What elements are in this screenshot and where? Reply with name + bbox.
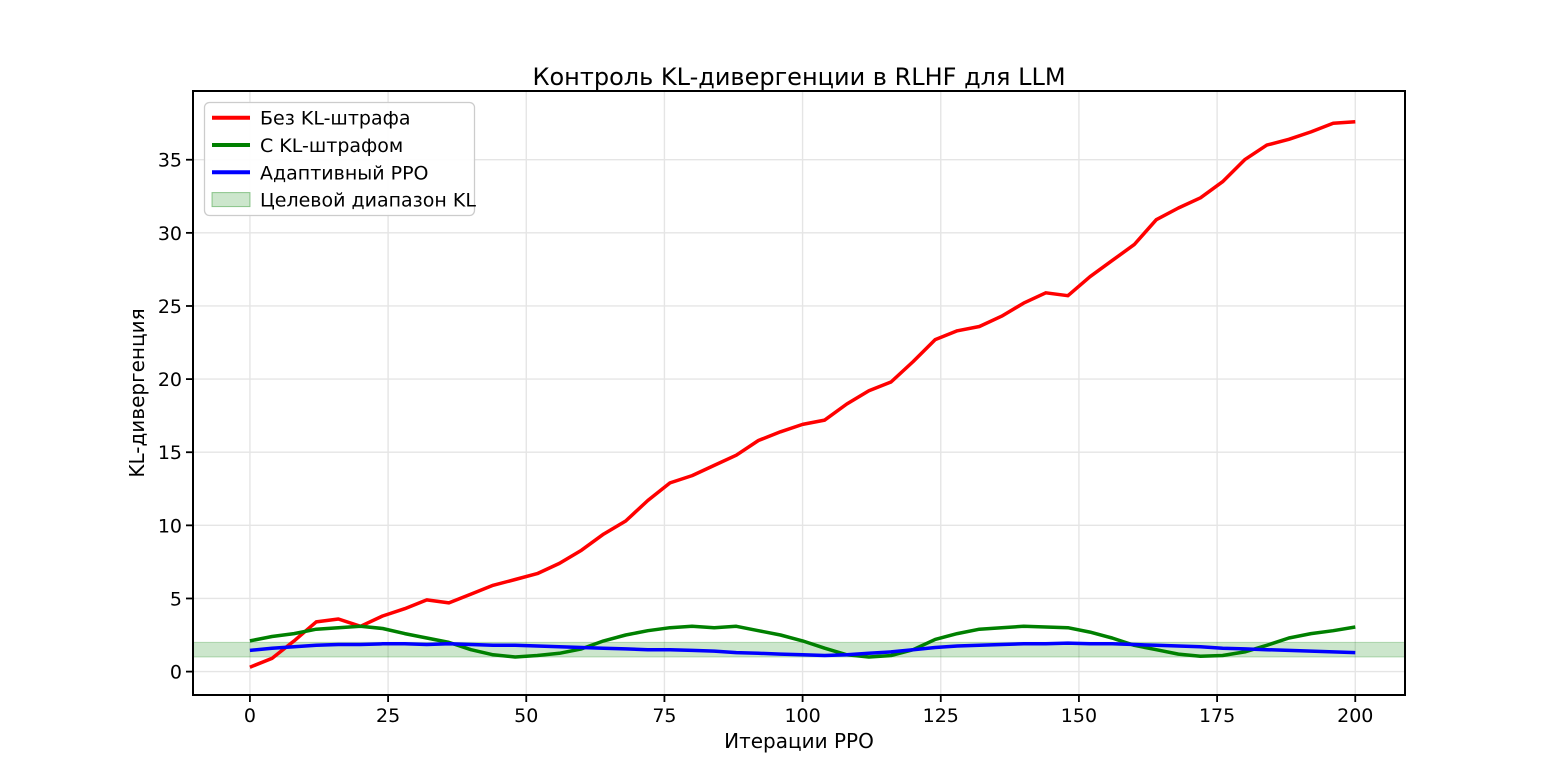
x-tick-label-100: 100 bbox=[784, 705, 820, 727]
axis-tick-layer: 0 25 50 75 100 125 150 175 200 0 5 10 15 20 25 30 35 bbox=[158, 150, 1374, 727]
legend-label-band: Целевой диапазон KL bbox=[260, 190, 476, 212]
x-tick-label-50: 50 bbox=[514, 705, 538, 727]
x-tick-label-125: 125 bbox=[923, 705, 959, 727]
y-tick-label-0: 0 bbox=[170, 662, 182, 684]
x-tick-label-75: 75 bbox=[652, 705, 676, 727]
legend-label-2: Адаптивный PPO bbox=[260, 162, 429, 184]
x-tick-label-25: 25 bbox=[376, 705, 400, 727]
legend-band-sample bbox=[211, 192, 251, 208]
x-tick-label-0: 0 bbox=[244, 705, 256, 727]
series-line-0 bbox=[249, 119, 1356, 669]
y-tick-label-20: 20 bbox=[158, 369, 182, 391]
x-tick-label-175: 175 bbox=[1199, 705, 1235, 727]
y-tick-label-35: 35 bbox=[158, 150, 182, 172]
y-tick-label-15: 15 bbox=[158, 442, 182, 464]
legend-box bbox=[203, 101, 476, 217]
series-layer bbox=[249, 119, 1356, 669]
grid-layer bbox=[193, 91, 1405, 695]
series-line-2 bbox=[249, 641, 1356, 658]
legend: Без KL-штрафа С KL-штрафом Адаптивный PPO Ц… bbox=[203, 101, 476, 217]
y-tick-label-5: 5 bbox=[170, 588, 182, 610]
x-axis-label: Итерации PPO bbox=[724, 729, 874, 753]
x-tick-label-200: 200 bbox=[1337, 705, 1373, 727]
chart-title: Контроль KL-дивергенции в RLHF для LLM bbox=[532, 63, 1065, 91]
y-axis-label: KL-дивергенция bbox=[125, 308, 149, 477]
plot-area-border bbox=[192, 90, 1406, 696]
legend-label-1: С KL-штрафом bbox=[260, 135, 403, 157]
y-tick-label-10: 10 bbox=[158, 515, 182, 537]
x-tick-label-150: 150 bbox=[1061, 705, 1097, 727]
y-tick-label-25: 25 bbox=[158, 296, 182, 318]
legend-label-0: Без KL-штрафа bbox=[260, 108, 410, 130]
y-tick-label-30: 30 bbox=[158, 223, 182, 245]
series-line-1 bbox=[249, 624, 1356, 659]
